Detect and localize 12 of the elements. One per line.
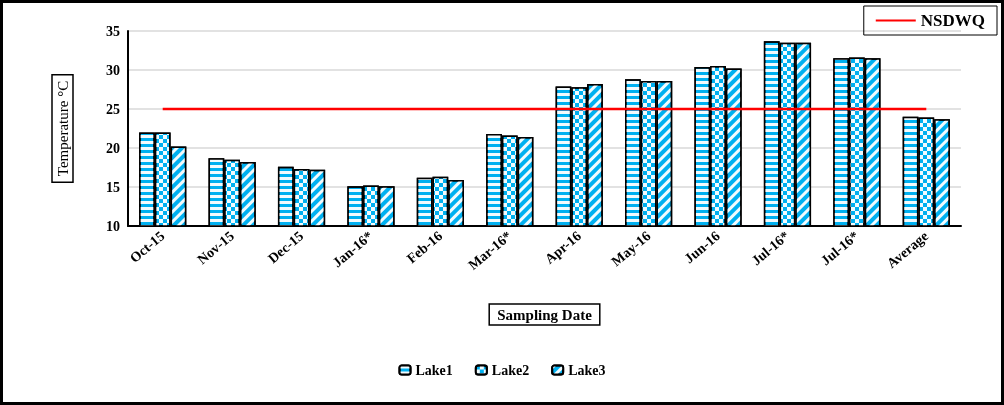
y-tick-label: 20 <box>106 140 120 156</box>
y-axis-title: Temperature °C <box>54 80 71 177</box>
x-axis-title: Sampling Date <box>497 306 593 323</box>
legend-label: Lake1 <box>415 362 453 378</box>
legend-label: Lake3 <box>568 362 606 378</box>
y-tick-label: 25 <box>106 101 120 117</box>
y-tick-label: 15 <box>106 179 120 195</box>
y-tick-label: 10 <box>106 218 120 234</box>
legend-label: NSDWQ <box>920 11 985 30</box>
y-tick-label: 30 <box>106 62 120 78</box>
legend-label: Lake2 <box>491 362 530 378</box>
y-tick-label: 35 <box>106 23 120 39</box>
